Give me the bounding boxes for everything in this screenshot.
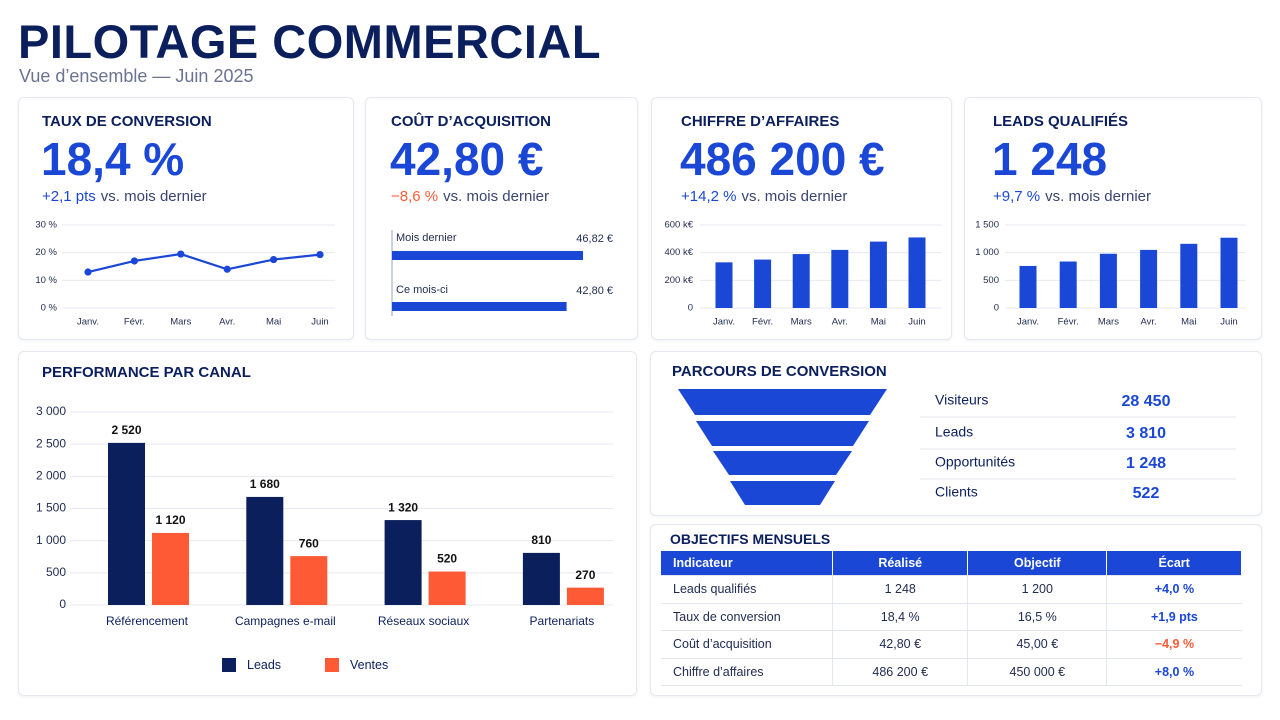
kpi-note: vs. mois dernier (741, 188, 848, 205)
kpi-title: LEADS QUALIFIÉS (993, 113, 1129, 130)
kpi-value: 18,4 % (41, 133, 185, 185)
table-cell: Chiffre d’affaires (661, 658, 834, 686)
table-cell: 16,5 % (967, 603, 1108, 631)
kpi-value: 1 248 (992, 133, 1108, 185)
kpi-delta-row: −8,6 % vs. mois dernier (391, 188, 549, 205)
table-cell: 1 248 (832, 575, 969, 604)
kpi-value: 42,80 € (390, 133, 544, 185)
table-cell: 18,4 % (832, 603, 969, 631)
table-row: Taux de conversion 18,4 % 16,5 % +1,9 pts (661, 603, 1242, 631)
kpi-note: vs. mois dernier (100, 188, 207, 205)
kpi-note: vs. mois dernier (1045, 188, 1151, 205)
table-cell: 1 200 (967, 575, 1108, 604)
kpi-title: CHIFFRE D’AFFAIRES (681, 113, 840, 130)
section-title: PERFORMANCE PAR CANAL (42, 364, 251, 381)
objectives-table: Indicateur Réalisé Objectif Écart Leads qual… (661, 551, 1242, 686)
section-title: OBJECTIFS MENSUELS (670, 531, 831, 547)
page-title: PILOTAGE COMMERCIAL (18, 15, 602, 68)
kpi-title: TAUX DE CONVERSION (42, 113, 212, 130)
kpi-delta: −8,6 % (391, 188, 439, 205)
table-cell: −4,9 % (1106, 630, 1242, 659)
column-header: Écart (1106, 551, 1242, 576)
column-header: Réalisé (832, 551, 969, 576)
table-cell: 42,80 € (832, 630, 969, 659)
kpi-note: vs. mois dernier (443, 188, 549, 205)
table-cell: 45,00 € (967, 630, 1108, 659)
kpi-delta: +14,2 % (681, 188, 737, 205)
kpi-delta: +2,1 pts (42, 188, 96, 205)
kpi-delta-row: +14,2 % vs. mois dernier (681, 188, 847, 205)
table-cell: +8,0 % (1106, 658, 1242, 686)
column-header: Objectif (967, 551, 1108, 576)
kpi-card (18, 97, 354, 340)
table-cell: +1,9 pts (1106, 603, 1242, 631)
table-cell: Taux de conversion (661, 603, 834, 631)
table-row: Leads qualifiés 1 248 1 200 +4,0 % (661, 575, 1242, 604)
column-header: Indicateur (661, 551, 834, 576)
table-row: Coût d’acquisition 42,80 €45,00 € −4,9 % (661, 630, 1242, 659)
table-cell: +4,0 % (1106, 575, 1242, 604)
section-title: PARCOURS DE CONVERSION (672, 363, 887, 380)
table-cell: 450 000 € (967, 658, 1108, 686)
table-cell: Coût d’acquisition (661, 630, 834, 659)
table-row: Chiffre d’affaires 486 200 €450 000 € +8,0… (661, 658, 1242, 686)
channel-card (18, 351, 637, 696)
kpi-delta-row: +9,7 % vs. mois dernier (993, 188, 1151, 205)
kpi-title: COÛT D’ACQUISITION (391, 113, 551, 130)
table-header: Indicateur Réalisé Objectif Écart (661, 551, 1242, 576)
page-subtitle: Vue d’ensemble — Juin 2025 (19, 66, 254, 86)
kpi-delta-row: +2,1 pts vs. mois dernier (42, 188, 207, 205)
kpi-value: 486 200 € (680, 133, 885, 185)
table-cell: 486 200 € (832, 658, 969, 686)
kpi-card (365, 97, 638, 340)
kpi-delta: +9,7 % (993, 188, 1041, 205)
kpi-card (651, 97, 952, 340)
table-cell: Leads qualifiés (661, 575, 834, 604)
